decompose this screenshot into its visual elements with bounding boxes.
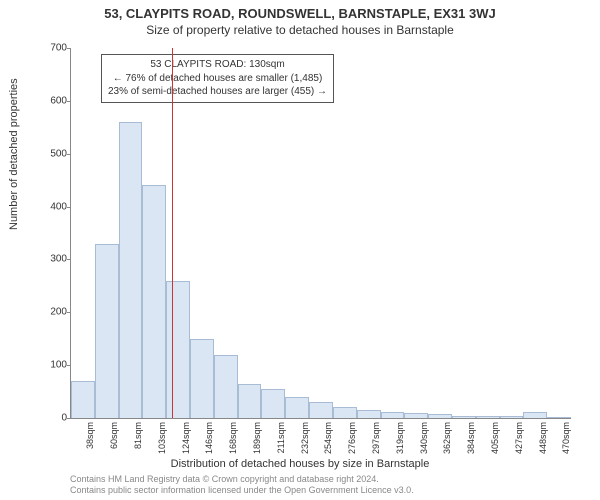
x-tick-label: 276sqm xyxy=(347,422,357,454)
x-tick-label: 362sqm xyxy=(442,422,452,454)
histogram-bar xyxy=(190,339,214,418)
footer-line1: Contains HM Land Registry data © Crown c… xyxy=(70,474,414,485)
histogram-bar xyxy=(428,414,452,418)
histogram-bar xyxy=(381,412,405,418)
histogram-bar xyxy=(285,397,309,418)
histogram-bar xyxy=(333,407,357,418)
chart-title: 53, CLAYPITS ROAD, ROUNDSWELL, BARNSTAPL… xyxy=(0,0,600,21)
y-tick-mark xyxy=(67,312,71,313)
y-axis-label: Number of detached properties xyxy=(8,78,20,230)
x-tick-label: 254sqm xyxy=(323,422,333,454)
x-tick-label: 427sqm xyxy=(514,422,524,454)
x-tick-label: 124sqm xyxy=(181,422,191,454)
histogram-bar xyxy=(261,389,285,418)
x-tick-label: 211sqm xyxy=(276,422,286,453)
histogram-bar xyxy=(476,416,500,418)
x-tick-label: 470sqm xyxy=(561,422,571,454)
annotation-line1: 53 CLAYPITS ROAD: 130sqm xyxy=(108,58,327,72)
x-tick-label: 448sqm xyxy=(538,422,548,454)
histogram-bar xyxy=(309,402,333,418)
histogram-bar xyxy=(214,355,238,418)
x-axis-label: Distribution of detached houses by size … xyxy=(0,458,600,470)
y-tick-mark xyxy=(67,418,71,419)
x-tick-label: 103sqm xyxy=(157,422,167,454)
x-tick-label: 38sqm xyxy=(85,422,95,449)
annotation-line3: 23% of semi-detached houses are larger (… xyxy=(108,85,327,99)
x-tick-label: 60sqm xyxy=(109,422,119,449)
x-tick-label: 405sqm xyxy=(490,422,500,454)
x-tick-label: 168sqm xyxy=(228,422,238,454)
histogram-bar xyxy=(547,417,571,418)
chart-subtitle: Size of property relative to detached ho… xyxy=(0,23,600,37)
histogram-bar xyxy=(523,412,547,418)
annotation-box: 53 CLAYPITS ROAD: 130sqm ← 76% of detach… xyxy=(101,54,334,103)
histogram-bar xyxy=(142,185,166,418)
histogram-bar xyxy=(452,416,476,418)
y-tick-mark xyxy=(67,365,71,366)
histogram-bar xyxy=(166,281,190,418)
y-tick-mark xyxy=(67,207,71,208)
histogram-plot: 53 CLAYPITS ROAD: 130sqm ← 76% of detach… xyxy=(70,48,571,419)
property-marker-line xyxy=(172,48,173,418)
y-tick-mark xyxy=(67,259,71,260)
footer-attribution: Contains HM Land Registry data © Crown c… xyxy=(70,474,414,497)
y-tick-mark xyxy=(67,48,71,49)
histogram-bar xyxy=(357,410,381,418)
x-tick-label: 319sqm xyxy=(395,422,405,454)
x-tick-label: 340sqm xyxy=(419,422,429,454)
x-tick-label: 81sqm xyxy=(133,422,143,449)
x-tick-label: 297sqm xyxy=(371,422,381,454)
histogram-bar xyxy=(119,122,143,418)
x-tick-label: 189sqm xyxy=(252,422,262,454)
histogram-bar xyxy=(71,381,95,418)
y-tick-mark xyxy=(67,154,71,155)
x-tick-label: 232sqm xyxy=(300,422,310,454)
histogram-bar xyxy=(238,384,262,418)
y-tick-mark xyxy=(67,101,71,102)
x-tick-label: 384sqm xyxy=(466,422,476,454)
annotation-line2: ← 76% of detached houses are smaller (1,… xyxy=(108,72,327,86)
histogram-bar xyxy=(404,413,428,418)
histogram-bar xyxy=(95,244,119,418)
histogram-bar xyxy=(500,416,524,418)
footer-line2: Contains public sector information licen… xyxy=(70,485,414,496)
x-tick-label: 146sqm xyxy=(204,422,214,454)
